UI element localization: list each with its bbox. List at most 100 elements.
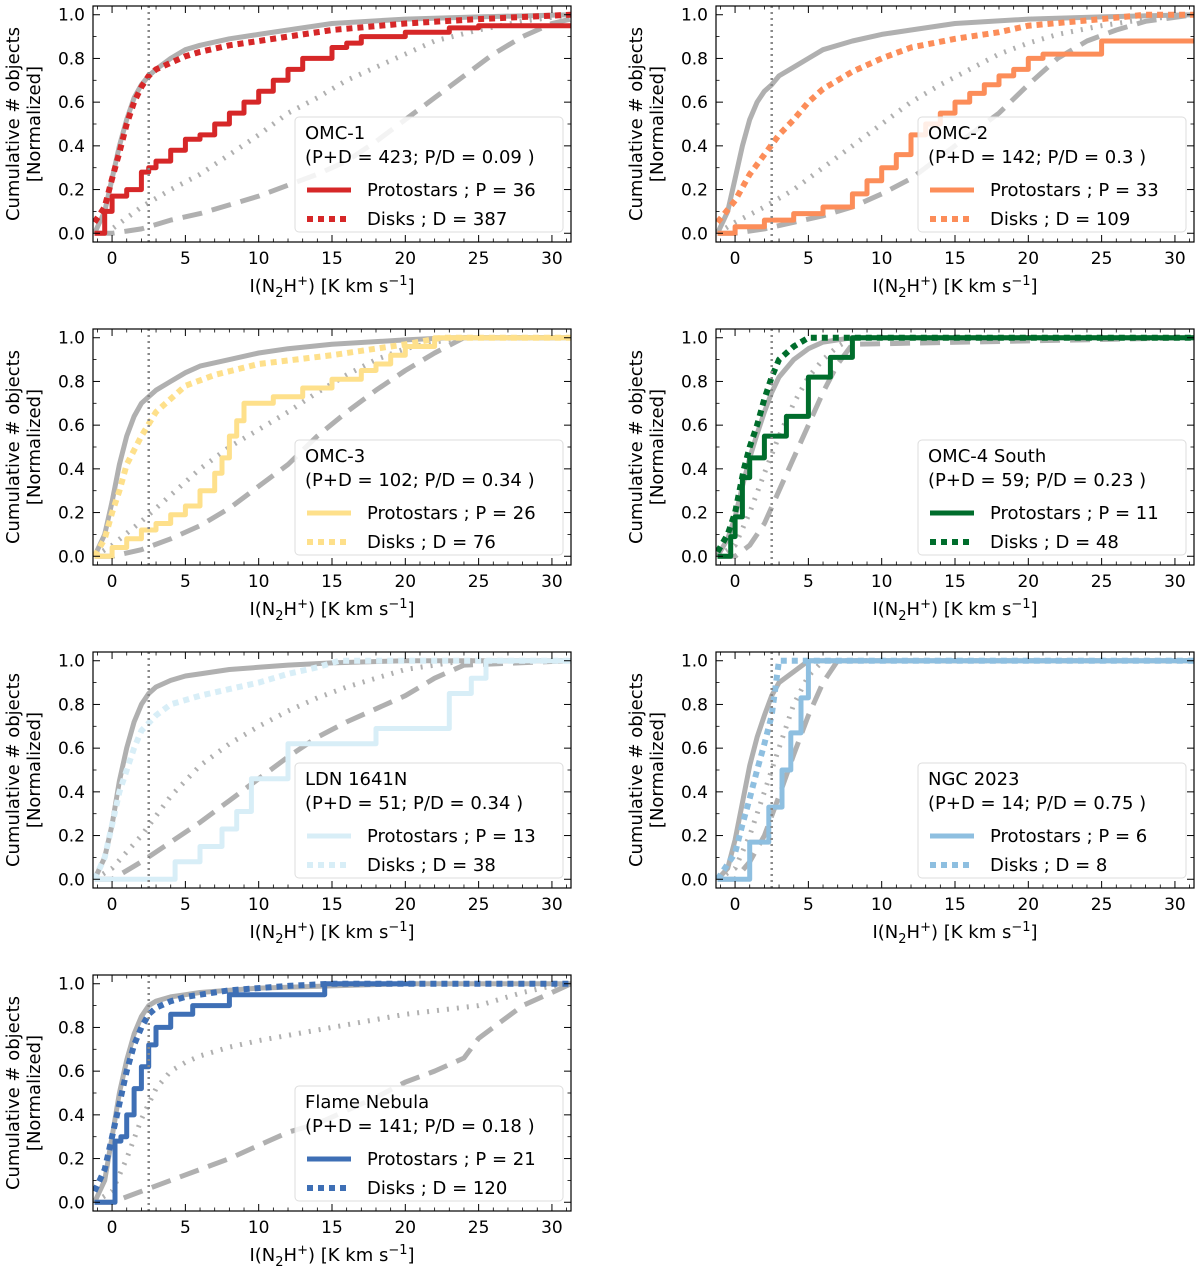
- y-tick-label: 0.0: [681, 224, 708, 244]
- y-tick-label: 0.8: [681, 695, 708, 715]
- legend-entry-disks: Disks ; D = 48: [990, 532, 1119, 553]
- y-tick-label: 1.0: [58, 6, 85, 26]
- x-tick-label: 10: [248, 1218, 270, 1238]
- x-axis-label: I(N2H+) [K km s−1]: [249, 1243, 414, 1270]
- legend-box: [917, 439, 1187, 556]
- x-tick-label: 30: [541, 572, 563, 592]
- x-tick-label: 20: [1017, 572, 1039, 592]
- x-axis-label: I(N2H+) [K km s−1]: [872, 274, 1037, 301]
- x-tick-label: 30: [541, 895, 563, 915]
- x-tick-label: 25: [1091, 572, 1113, 592]
- x-tick-label: 15: [321, 249, 343, 269]
- legend-box: [294, 439, 564, 556]
- y-tick-label: 0.0: [58, 1193, 85, 1213]
- y-tick-label: 0.6: [58, 1062, 85, 1082]
- y-tick-label: 0.0: [681, 547, 708, 567]
- y-axis-label-line2: [Normalized]: [647, 712, 668, 828]
- x-tick-label: 20: [394, 249, 416, 269]
- series-all: [93, 981, 571, 1204]
- legend-entry-protostars: Protostars ; P = 13: [367, 826, 536, 847]
- y-tick-label: 0.6: [681, 93, 708, 113]
- series-protostars: [717, 658, 1194, 882]
- x-tick-label: 10: [248, 895, 270, 915]
- series-gray-dashed: [94, 335, 571, 559]
- x-tick-label: 30: [541, 1218, 563, 1238]
- series-gray-dashed: [717, 658, 1194, 882]
- panel-5: 0 5 10 15 20 25 30 0.0 0.2 0.4 0.6 0.8 1.0 I(N2H+) [K…: [3, 651, 572, 947]
- x-tick-label: 15: [321, 895, 343, 915]
- x-tick-label: 25: [1091, 895, 1113, 915]
- legend-title: OMC-2: [928, 123, 988, 144]
- y-tick-label: 0.4: [681, 137, 708, 157]
- y-tick-label: 1.0: [681, 652, 708, 672]
- series-protostars: [94, 23, 571, 236]
- y-tick-label: 0.2: [681, 827, 708, 847]
- series-gray-dotted: [93, 658, 571, 882]
- series-all: [716, 658, 1194, 881]
- legend-summary: (P+D = 51; P/D = 0.34 ): [305, 793, 523, 814]
- legend-box: [917, 116, 1187, 233]
- x-axis-label: I(N2H+) [K km s−1]: [872, 597, 1037, 624]
- x-tick-label: 20: [394, 572, 416, 592]
- legend-entry-disks: Disks ; D = 120: [367, 1178, 507, 1199]
- x-tick-label: 0: [730, 572, 741, 592]
- x-tick-label: 0: [107, 1218, 118, 1238]
- y-tick-label: 0.8: [681, 49, 708, 69]
- x-tick-label: 10: [248, 572, 270, 592]
- panel-1: 0 5 10 15 20 25 30 0.0 0.2 0.4 0.6 0.8 1.0 I(N2H+) [K…: [3, 5, 572, 301]
- legend-title: OMC-4 South: [928, 446, 1046, 467]
- legend-summary: (P+D = 59; P/D = 0.23 ): [928, 470, 1146, 491]
- plot-area: [716, 329, 1194, 565]
- x-tick-label: 5: [803, 572, 814, 592]
- y-axis-label-line2: [Normalized]: [24, 712, 45, 828]
- x-tick-label: 25: [468, 895, 490, 915]
- y-tick-label: 0.2: [58, 827, 85, 847]
- x-tick-label: 5: [803, 249, 814, 269]
- y-tick-label: 0.0: [58, 547, 85, 567]
- x-axis-label: I(N2H+) [K km s−1]: [249, 274, 414, 301]
- x-tick-label: 5: [180, 249, 191, 269]
- y-tick-label: 0.2: [681, 504, 708, 524]
- x-tick-label: 20: [394, 1218, 416, 1238]
- series-all: [716, 12, 1194, 235]
- legend: LDN 1641N (P+D = 51; P/D = 0.34 ) Protosta…: [294, 762, 564, 879]
- x-tick-label: 25: [468, 1218, 490, 1238]
- legend: NGC 2023 (P+D = 14; P/D = 0.75 ) Protostar…: [917, 762, 1187, 879]
- y-tick-label: 0.2: [58, 504, 85, 524]
- x-tick-label: 0: [107, 572, 118, 592]
- series-all: [93, 658, 571, 881]
- y-tick-label: 0.8: [58, 695, 85, 715]
- legend-entry-disks: Disks ; D = 387: [367, 209, 507, 230]
- legend: OMC-3 (P+D = 102; P/D = 0.34 ) Protostars …: [294, 439, 564, 556]
- x-tick-label: 5: [803, 895, 814, 915]
- legend-title: LDN 1641N: [305, 769, 407, 790]
- y-axis-label-line1: Cumulative # objects: [626, 27, 647, 221]
- x-tick-label: 30: [1164, 572, 1186, 592]
- x-tick-label: 20: [1017, 249, 1039, 269]
- legend-entry-disks: Disks ; D = 38: [367, 855, 496, 876]
- series-all: [93, 335, 571, 558]
- y-tick-label: 0.4: [681, 783, 708, 803]
- x-tick-label: 15: [321, 572, 343, 592]
- y-axis-label-line1: Cumulative # objects: [3, 996, 24, 1190]
- series-disks: [93, 334, 571, 558]
- legend-summary: (P+D = 14; P/D = 0.75 ): [928, 793, 1146, 814]
- y-tick-label: 0.4: [681, 460, 708, 480]
- y-tick-label: 1.0: [681, 329, 708, 349]
- x-tick-label: 15: [321, 1218, 343, 1238]
- x-tick-label: 10: [871, 895, 893, 915]
- legend-entry-protostars: Protostars ; P = 11: [990, 503, 1159, 524]
- series-disks: [716, 657, 1194, 881]
- series-protostars: [94, 658, 571, 882]
- y-tick-label: 0.2: [681, 181, 708, 201]
- y-tick-label: 0.2: [58, 181, 85, 201]
- x-tick-label: 30: [1164, 249, 1186, 269]
- y-tick-label: 0.8: [58, 49, 85, 69]
- x-tick-label: 5: [180, 572, 191, 592]
- series-gray-dotted: [716, 658, 1194, 882]
- legend-title: OMC-3: [305, 446, 365, 467]
- series-protostars: [717, 335, 1194, 559]
- y-tick-label: 1.0: [58, 329, 85, 349]
- legend-entry-protostars: Protostars ; P = 6: [990, 826, 1147, 847]
